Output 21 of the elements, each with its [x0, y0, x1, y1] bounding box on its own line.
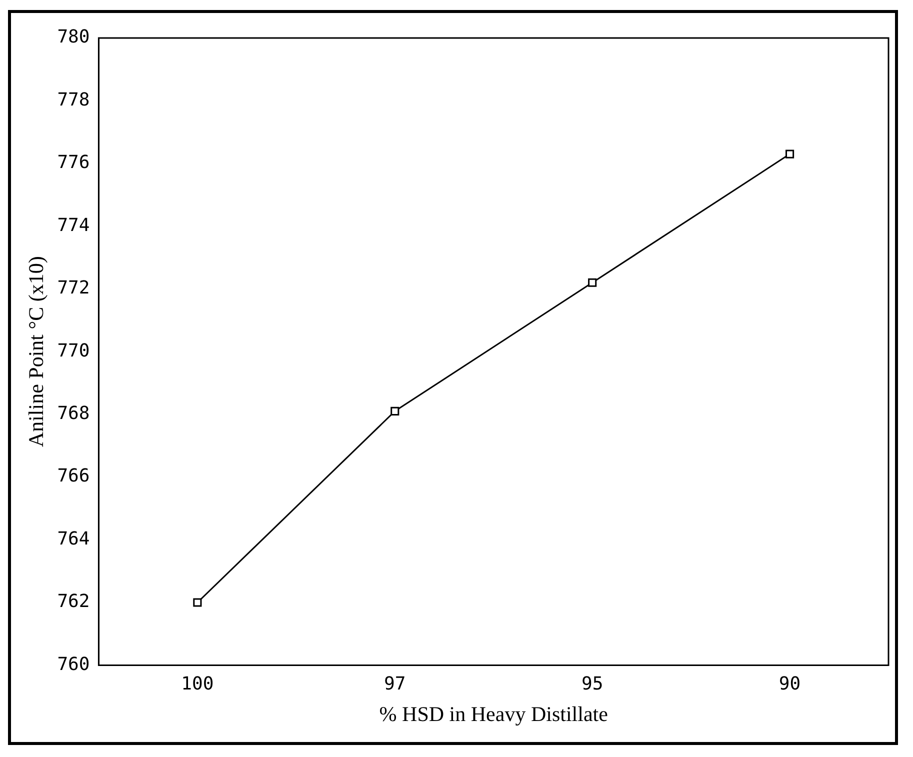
y-tick-label: 766: [57, 466, 90, 487]
y-tick-label: 762: [57, 591, 90, 612]
y-axis-title: Aniline Point °C (x10): [24, 256, 48, 448]
point: [785, 150, 794, 158]
y-tick-label: 776: [57, 152, 90, 174]
y-tick-label: 780: [57, 26, 90, 48]
y-tick-label: 778: [57, 89, 90, 110]
y-tick-label: 764: [57, 528, 90, 550]
y-tick-label: 760: [57, 654, 90, 675]
x-tick-label: 100: [181, 674, 214, 695]
x-axis-title: % HSD in Heavy Distillate: [379, 702, 608, 726]
y-tick-label: 770: [57, 340, 90, 362]
x-tick-label: 95: [581, 674, 604, 695]
point: [390, 406, 400, 416]
x-tick-label: 97: [384, 674, 406, 695]
y-tick-label: 772: [57, 278, 90, 299]
point: [193, 598, 202, 607]
y-tick-label: 768: [57, 402, 90, 424]
point: [588, 278, 597, 287]
y-tick-label: 774: [57, 214, 90, 236]
x-tick-label: 90: [778, 674, 801, 695]
